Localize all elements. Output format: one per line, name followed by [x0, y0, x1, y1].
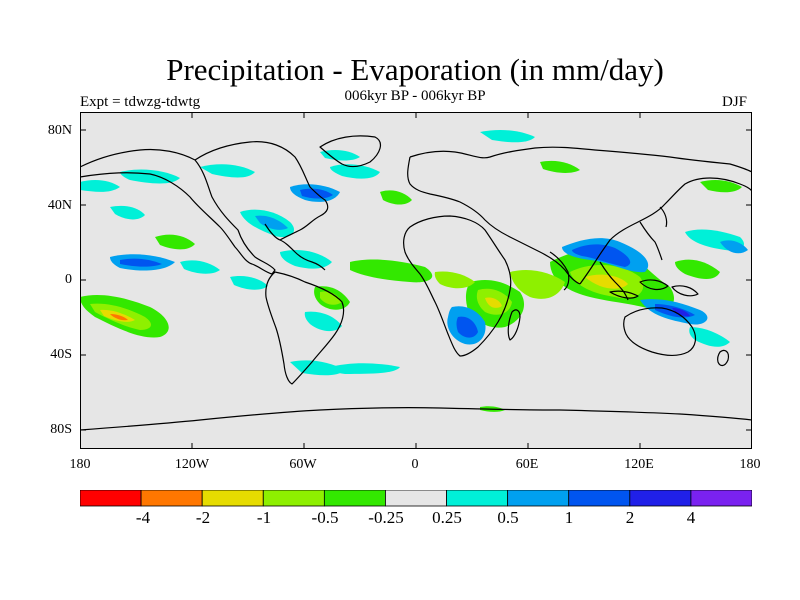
colorbar-box — [568, 490, 631, 507]
colorbar-label: 2 — [625, 508, 635, 527]
colorbar-box — [262, 490, 325, 507]
colorbar-label: -2 — [195, 508, 211, 527]
colorbar-box — [80, 490, 142, 507]
colorbar-label: 0.5 — [497, 508, 519, 527]
map-title: Precipitation - Evaporation (in mm/day) — [166, 52, 664, 87]
colorbar-box — [140, 490, 203, 507]
colorbar-label: -0.25 — [368, 508, 404, 527]
map-subtitle: 006kyr BP - 006kyr BP — [344, 88, 486, 104]
lon-tick: 180 — [69, 457, 91, 472]
colorbar-label: 1 — [564, 508, 574, 527]
tick-marks — [80, 112, 752, 449]
lat-tick: 80N — [47, 123, 72, 138]
lat-tick: 40S — [50, 347, 72, 362]
colorbar-label: -4 — [135, 508, 151, 527]
experiment-label: Expt = tdwzg-tdwtg — [80, 94, 201, 110]
lon-tick: 60E — [515, 457, 539, 472]
colorbar-label: -0.5 — [311, 508, 339, 527]
colorbar-label: 0.25 — [432, 508, 462, 527]
lon-tick: 120E — [624, 457, 654, 472]
colorbar-label: 4 — [686, 508, 696, 527]
season-label: DJF — [722, 94, 748, 110]
lat-tick: 40N — [47, 198, 72, 213]
colorbar-label: -1 — [256, 508, 272, 527]
lon-tick: 0 — [411, 457, 419, 472]
precip-evap-map — [80, 112, 752, 449]
colorbar-box — [201, 490, 264, 507]
anomaly-contours — [80, 129, 748, 412]
lat-tick: 80S — [50, 422, 72, 437]
colorbar — [80, 490, 752, 507]
lon-tick: 60W — [289, 457, 317, 472]
lon-tick: 120W — [174, 457, 210, 472]
lon-tick: 180 — [739, 457, 761, 472]
colorbar-box — [690, 490, 752, 507]
colorbar-box — [446, 490, 509, 507]
colorbar-box — [507, 490, 570, 507]
coastlines — [80, 135, 752, 431]
colorbar-box — [323, 490, 386, 507]
lat-tick: 0 — [65, 272, 72, 287]
colorbar-box — [629, 490, 692, 507]
colorbar-box — [385, 490, 447, 507]
